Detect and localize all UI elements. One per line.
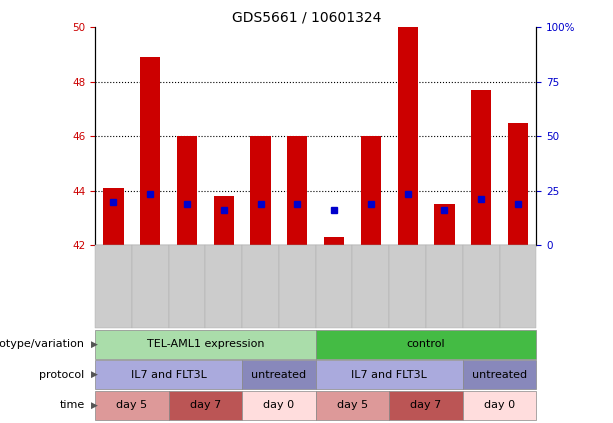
Bar (398, 27, 418, 245)
Text: genotype/variation: genotype/variation (0, 339, 85, 349)
Bar (361, 136, 381, 245)
Text: protocol: protocol (39, 370, 85, 380)
Bar (140, 58, 161, 245)
Bar (287, 136, 308, 245)
Text: day 0: day 0 (484, 400, 515, 410)
Bar (251, 136, 271, 245)
Bar (324, 237, 345, 245)
Bar (435, 204, 455, 245)
Text: day 0: day 0 (264, 400, 294, 410)
Bar (214, 196, 234, 245)
Text: IL7 and FLT3L: IL7 and FLT3L (131, 370, 207, 380)
Text: untreated: untreated (251, 370, 306, 380)
Bar (177, 136, 197, 245)
Bar (103, 188, 124, 245)
Text: day 5: day 5 (337, 400, 368, 410)
Text: ▶: ▶ (91, 370, 98, 379)
Text: IL7 and FLT3L: IL7 and FLT3L (351, 370, 427, 380)
Text: day 7: day 7 (411, 400, 441, 410)
Text: control: control (406, 339, 446, 349)
Text: TEL-AML1 expression: TEL-AML1 expression (147, 339, 264, 349)
Text: day 5: day 5 (116, 400, 147, 410)
Text: day 7: day 7 (190, 400, 221, 410)
Text: untreated: untreated (472, 370, 527, 380)
Text: ▶: ▶ (91, 401, 98, 410)
Text: time: time (59, 400, 85, 410)
Bar (508, 123, 528, 245)
Bar (471, 90, 492, 245)
Text: GDS5661 / 10601324: GDS5661 / 10601324 (232, 11, 381, 25)
Text: ▶: ▶ (91, 340, 98, 349)
